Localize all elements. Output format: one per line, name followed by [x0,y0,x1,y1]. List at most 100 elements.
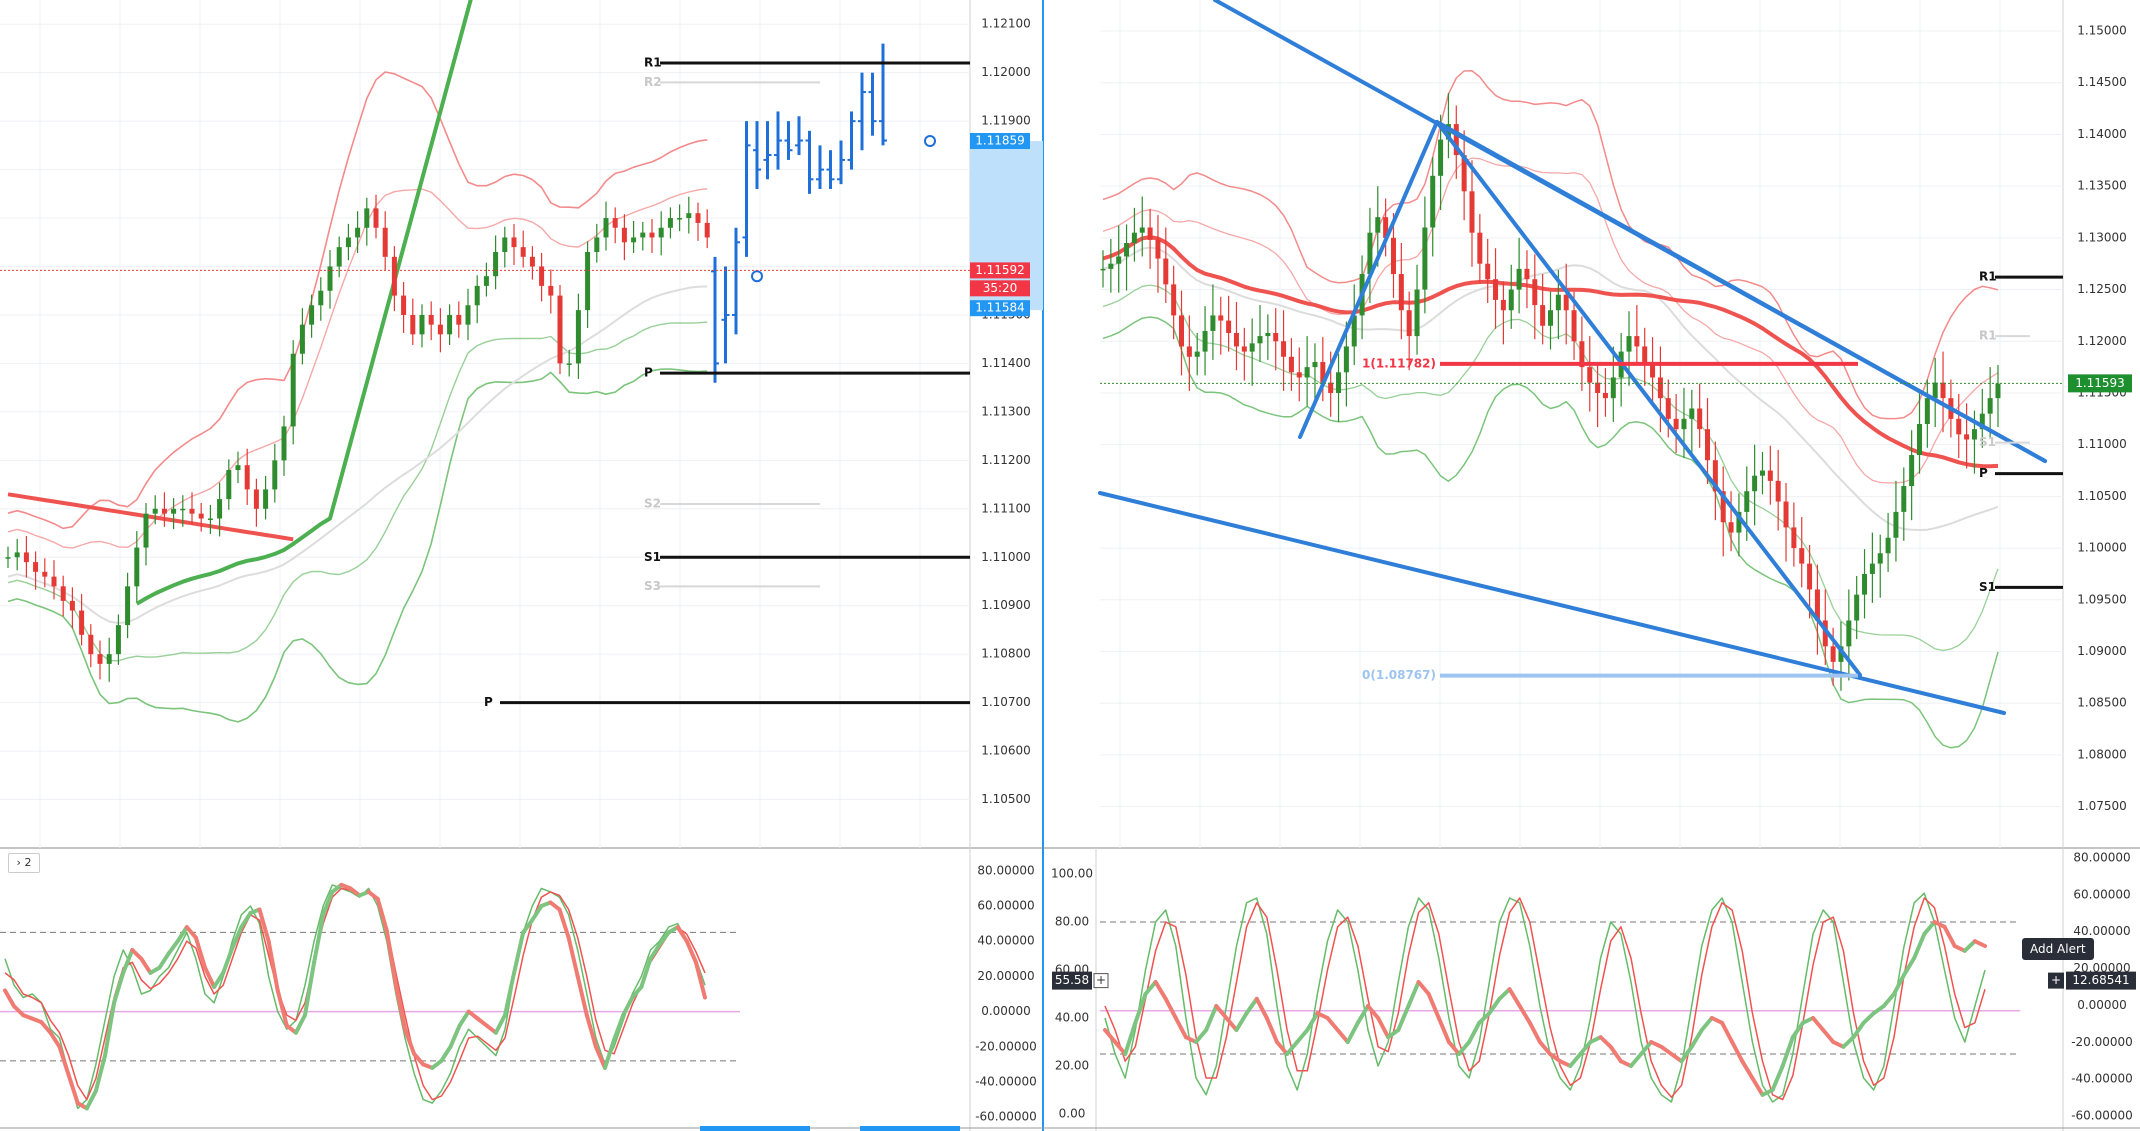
candle-body [1210,315,1216,331]
candle-body [474,285,480,306]
pivot-label-p: P [644,366,653,380]
oscillator-signal-segment [66,1072,80,1106]
candle-body [1367,232,1373,275]
price-tag [970,133,1030,150]
candle-body [1932,382,1938,399]
candle-body [1579,341,1585,368]
candle-body [1587,367,1593,383]
oscillator-signal-segment [1699,1016,1714,1032]
oscillator-signal-segment [403,1027,417,1056]
oscillator-signal-segment [1548,1052,1563,1064]
moving-average-red [7,492,294,542]
oscillator-signal-segment [230,925,244,951]
candle-body [419,314,425,335]
price-tag-label: 35:20 [983,281,1018,295]
candle-body [281,426,287,461]
candle-body [1642,346,1648,362]
candle-body [1124,243,1130,257]
oscillator-right-tick-label: -40.00000 [2071,1072,2133,1086]
oscillator-signal-segment [1426,992,1441,1020]
candle-body [1532,279,1538,306]
oscillator-signal-segment [1679,1044,1694,1064]
oscillator-signal-segment [193,935,207,970]
candle-body [456,314,462,325]
candle-body [585,251,591,311]
candle-body [318,290,324,306]
price-tick-label: 1.12100 [981,17,1031,31]
candle-body [1571,310,1577,342]
candle-body [1689,408,1695,419]
oscillator-signal-segment [657,930,671,947]
candle-body [1453,124,1459,156]
oscillator-signal-segment [612,1013,626,1042]
candle-body [143,513,149,548]
oscillator-signal-segment [293,1013,307,1035]
pane-collapse-toggle[interactable]: › 2 [8,853,40,873]
oscillator-signal-segment [1497,987,1512,1001]
crosshair-plus-box-left [1093,973,1109,989]
candle-body [1155,239,1161,259]
candle-body [1493,279,1499,300]
oscillator-signal-segment [1740,1059,1755,1080]
oscillator-signal-segment [175,925,189,944]
candle-body [575,310,581,364]
projection-end-marker [924,135,936,148]
oscillator-signal-segment [1821,1028,1836,1044]
oscillator-signal-segment [1659,1044,1674,1056]
oscillator-right-tick-label: 60.00000 [2073,887,2130,901]
oscillator-signal-segment [1355,1004,1370,1025]
candle-body [42,571,48,577]
candle-body [355,227,361,238]
add-alert-tooltip[interactable]: Add Alert [2022,938,2094,960]
candle-body [106,654,112,664]
candle-body [97,654,103,664]
candle-body [1116,256,1122,264]
oscillator-signal-segment [12,1004,26,1018]
oscillator-tick-label: 20.00000 [977,969,1034,983]
pivot-label-faint: R2 [644,75,662,89]
oscillator-signal-segment [1770,1064,1785,1092]
oscillator-signal-segment [1537,1040,1553,1056]
candle-body [1885,537,1891,554]
oscillator-signal-segment [1123,1020,1138,1056]
oscillator-signal-segment [1386,1028,1401,1040]
price-tick-label: 1.11900 [981,114,1031,128]
candle-body [686,213,692,219]
projection-start-marker [751,270,763,283]
oscillator-signal-segment [1173,1016,1188,1040]
oscillator-tick-label: 60.00000 [977,899,1034,913]
oscillator-signal-segment [1608,1044,1623,1064]
price-tick-label: 1.10000 [2077,541,2127,555]
candle-body [483,276,489,286]
candle-body [1940,382,1946,399]
price-tick-label: 1.07500 [2077,799,2127,813]
oscillator-signal-segment [1153,980,1168,1001]
trend-line [1435,120,2047,463]
oscillator-signal-segment [1234,1011,1249,1032]
oscillator-signal-segment [1507,987,1522,1008]
oscillator-tick-label: 40.00000 [977,934,1034,948]
price-tick-label: 1.11000 [2077,437,2127,451]
candle-body [1218,315,1224,321]
candle-body [171,508,177,514]
oscillator-signal-segment [521,918,535,935]
oscillator-signal-segment [1568,1052,1583,1068]
candle-body [1775,480,1781,502]
oscillator-signal-segment [1780,1035,1795,1068]
oscillator-signal-segment [1790,1020,1805,1040]
oscillator-signal-segment [1163,996,1178,1020]
fib-level-label: 1(1.11782) [1362,356,1436,370]
candle-body [125,586,131,626]
oscillator-signal-segment [139,956,153,975]
slow-average-line [7,285,708,625]
price-tick-label: 1.08500 [2077,696,2127,710]
candle-body [345,237,351,248]
candle-body [1665,398,1671,419]
oscillator-signal-segment [1285,1040,1300,1056]
time-range-highlight [700,1126,810,1131]
candle-body [1288,356,1294,373]
oscillator-signal-segment [384,928,398,988]
